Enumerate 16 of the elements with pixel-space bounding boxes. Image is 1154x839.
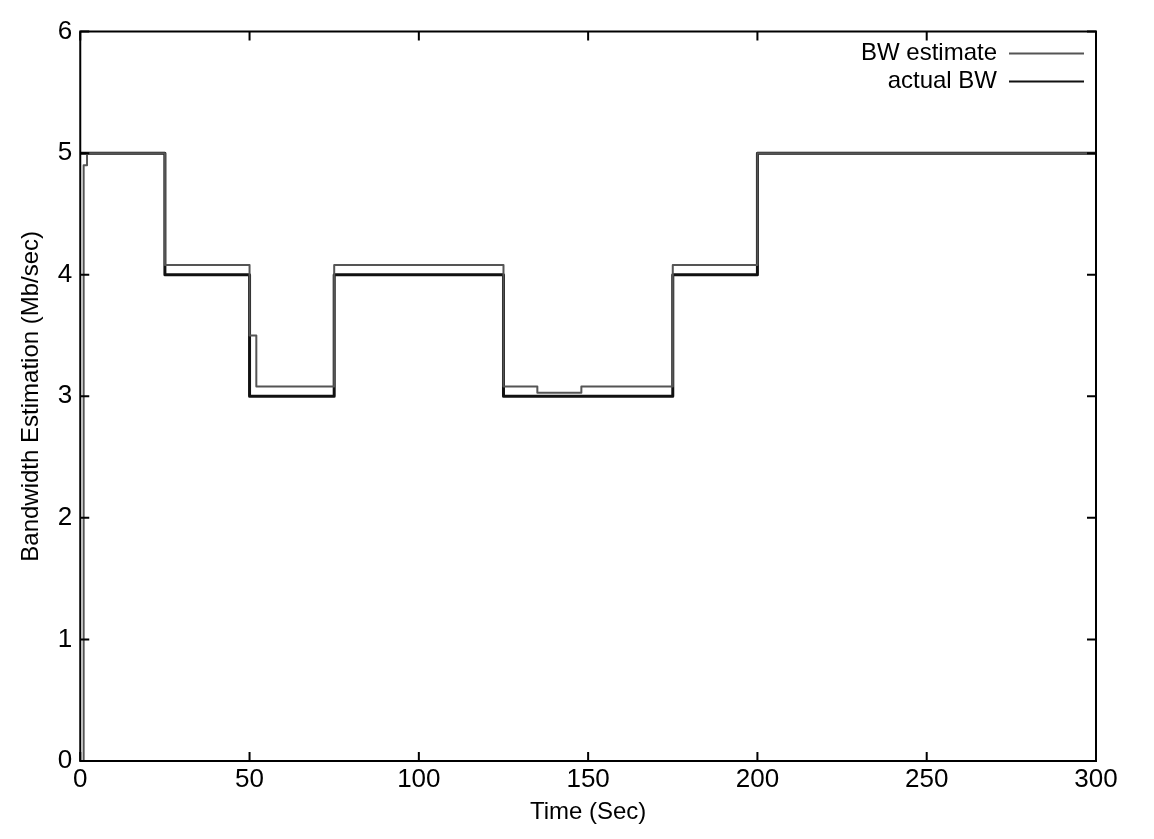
- y-tick-label: 4: [57, 257, 73, 288]
- y-tick-label: 1: [57, 622, 73, 653]
- x-axis-title: Time (Sec): [529, 797, 647, 825]
- legend-label: BW estimate: [860, 38, 997, 66]
- x-tick-label: 150: [566, 762, 610, 793]
- x-tick-label: 50: [235, 762, 265, 793]
- x-tick-label: 100: [397, 762, 441, 793]
- y-tick-label: 3: [57, 379, 73, 410]
- y-tick-label: 6: [57, 14, 73, 45]
- legend-label: actual BW: [887, 66, 998, 94]
- x-tick-label: 250: [905, 762, 949, 793]
- y-tick-label: 5: [57, 136, 73, 167]
- y-axis-title: Bandwidth Estimation (Mb/sec): [16, 230, 44, 562]
- y-tick-label: 2: [57, 501, 73, 532]
- x-tick-label: 300: [1074, 762, 1118, 793]
- x-tick-label: 200: [735, 762, 780, 793]
